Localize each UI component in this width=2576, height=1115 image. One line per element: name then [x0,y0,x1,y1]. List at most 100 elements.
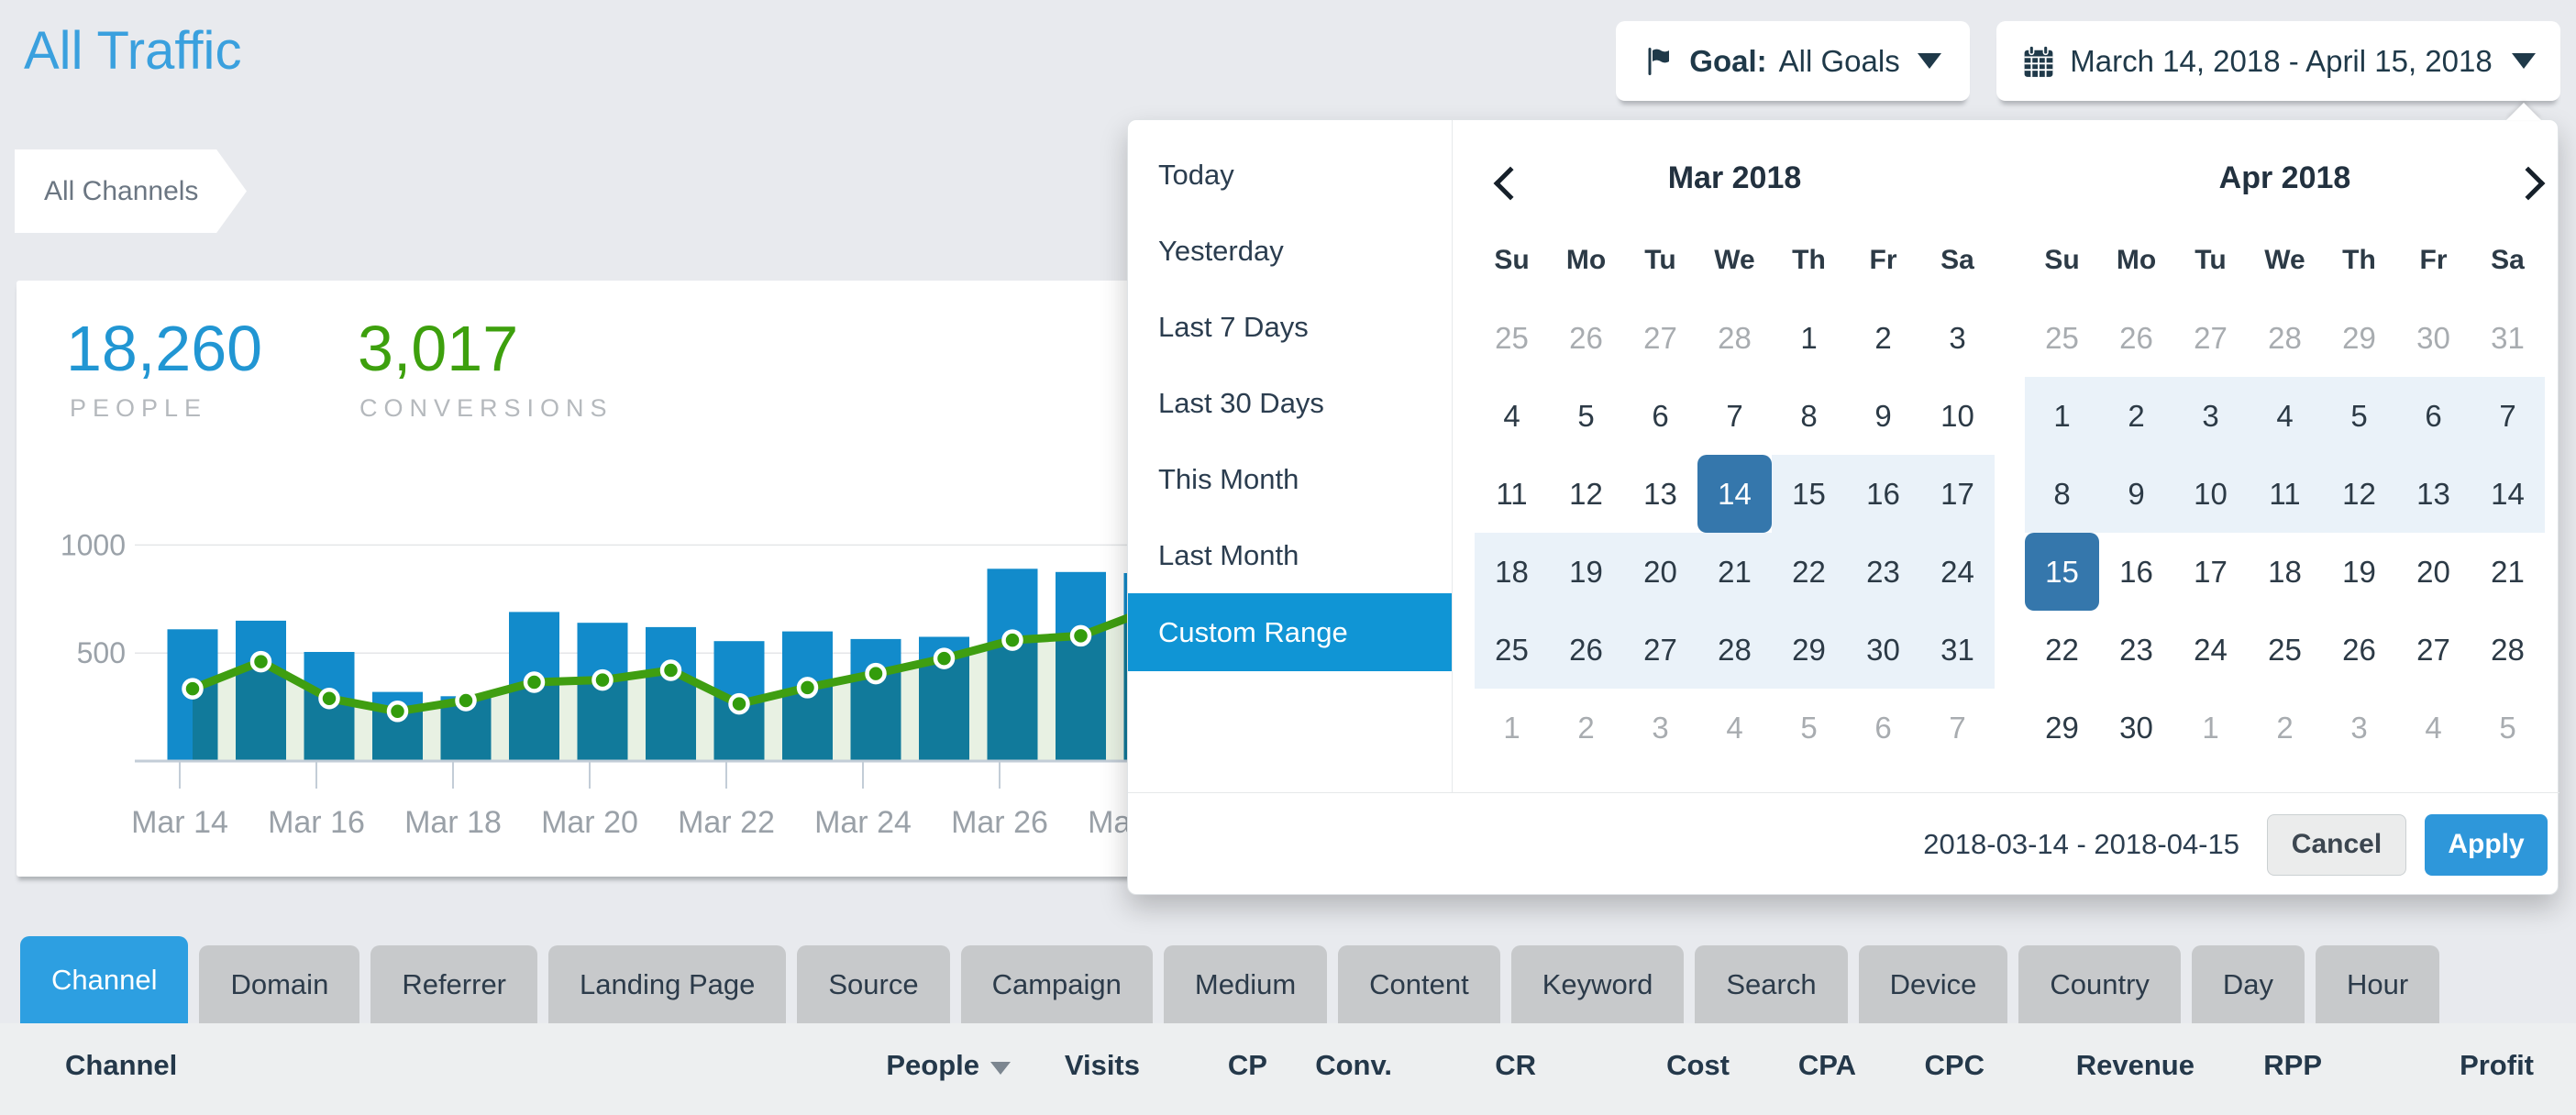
tab-domain[interactable]: Domain [199,945,360,1023]
calendar-day[interactable]: 14 [2471,455,2545,533]
calendar-day[interactable]: 4 [2425,710,2442,745]
date-range-button[interactable]: March 14, 2018 - April 15, 2018 [1996,21,2560,101]
tab-day[interactable]: Day [2191,945,2305,1023]
tab-source[interactable]: Source [797,945,950,1023]
calendar-day[interactable]: 22 [2045,632,2079,667]
cancel-button[interactable]: Cancel [2267,813,2406,876]
column-header-cp[interactable]: CP [1227,1049,1267,1081]
calendar-day[interactable]: 3 [2173,377,2248,455]
preset-yesterday[interactable]: Yesterday [1158,234,1284,267]
calendar-day[interactable]: 12 [2322,455,2396,533]
calendar-day[interactable]: 23 [2119,632,2153,667]
calendar-day[interactable]: 25 [1475,611,1549,689]
calendar-day[interactable]: 26 [2119,320,2153,355]
tab-landing-page[interactable]: Landing Page [548,945,787,1023]
calendar-day[interactable]: 27 [2194,320,2228,355]
calendar-day[interactable]: 26 [1549,611,1623,689]
tab-referrer[interactable]: Referrer [370,945,538,1023]
calendar-day[interactable]: 31 [1920,611,1995,689]
calendar-day[interactable]: 7 [1726,398,1743,433]
calendar-day[interactable]: 2 [2276,710,2294,745]
calendar-day[interactable]: 24 [2194,632,2228,667]
tab-channel[interactable]: Channel [20,936,189,1023]
calendar-day[interactable]: 22 [1772,533,1846,611]
calendar-day[interactable]: 18 [2268,554,2302,589]
calendar-day[interactable]: 9 [1874,398,1892,433]
calendar-day[interactable]: 20 [1623,533,1697,611]
calendar-day[interactable]: 21 [2491,554,2525,589]
calendar-day[interactable]: 28 [2268,320,2302,355]
calendar-day[interactable]: 27 [2416,632,2450,667]
calendar-day[interactable]: 3 [1652,710,1669,745]
preset-last-7-days[interactable]: Last 7 Days [1158,310,1309,343]
calendar-day[interactable]: 10 [1940,398,1974,433]
calendar-day[interactable]: 17 [1920,455,1995,533]
calendar-day[interactable]: 5 [1800,710,1818,745]
preset-custom-range[interactable]: Custom Range [1128,593,1452,671]
calendar-day[interactable]: 8 [2025,455,2099,533]
tab-device[interactable]: Device [1858,945,2008,1023]
column-header-channel[interactable]: Channel [65,1049,178,1081]
calendar-day[interactable]: 27 [1643,320,1677,355]
calendar-day-selected[interactable]: 14 [1697,455,1772,533]
calendar-day[interactable]: 23 [1846,533,1920,611]
calendar-day[interactable]: 13 [1643,476,1677,511]
calendar-day[interactable]: 31 [2491,320,2525,355]
calendar-day[interactable]: 17 [2194,554,2228,589]
calendar-day[interactable]: 4 [1726,710,1743,745]
calendar-day[interactable]: 3 [1949,320,1966,355]
calendar-day[interactable]: 25 [2045,320,2079,355]
calendar-day[interactable]: 16 [1846,455,1920,533]
tab-country[interactable]: Country [2018,945,2181,1023]
preset-this-month[interactable]: This Month [1158,462,1299,495]
calendar-day[interactable]: 26 [1569,320,1603,355]
calendar-day[interactable]: 20 [2416,554,2450,589]
calendar-day[interactable]: 9 [2099,455,2173,533]
preset-last-30-days[interactable]: Last 30 Days [1158,386,1324,419]
calendar-day[interactable]: 7 [1949,710,1966,745]
column-header-rpp[interactable]: RPP [2263,1049,2322,1081]
calendar-day[interactable]: 28 [1697,611,1772,689]
column-header-conv[interactable]: Conv. [1315,1049,1392,1081]
tab-content[interactable]: Content [1338,945,1500,1023]
calendar-day[interactable]: 6 [1652,398,1669,433]
tab-search[interactable]: Search [1695,945,1848,1023]
tab-keyword[interactable]: Keyword [1510,945,1685,1023]
calendar-day[interactable]: 1 [1800,320,1818,355]
calendar-day[interactable]: 11 [2248,455,2322,533]
calendar-day[interactable]: 16 [2119,554,2153,589]
calendar-day[interactable]: 11 [1496,476,1528,511]
calendar-day[interactable]: 5 [2499,710,2516,745]
calendar-day[interactable]: 3 [2350,710,2368,745]
column-header-cost[interactable]: Cost [1666,1049,1730,1081]
calendar-day-selected[interactable]: 15 [2025,533,2099,611]
calendar-day[interactable]: 8 [1800,398,1818,433]
calendar-day[interactable]: 19 [1549,533,1623,611]
calendar-day[interactable]: 6 [1874,710,1892,745]
calendar-day[interactable]: 29 [2342,320,2376,355]
calendar-day[interactable]: 30 [2119,710,2153,745]
preset-last-month[interactable]: Last Month [1158,538,1299,571]
calendar-day[interactable]: 5 [1577,398,1595,433]
calendar-day[interactable]: 30 [2416,320,2450,355]
calendar-day[interactable]: 1 [1503,710,1520,745]
calendar-day[interactable]: 25 [2268,632,2302,667]
calendar-day[interactable]: 19 [2342,554,2376,589]
calendar-day[interactable]: 7 [2471,377,2545,455]
goal-selector-button[interactable]: Goal: All Goals [1616,21,1970,101]
calendar-day[interactable]: 10 [2173,455,2248,533]
column-header-profit[interactable]: Profit [2460,1049,2534,1081]
calendar-day[interactable]: 15 [1772,455,1846,533]
calendar-day[interactable]: 28 [2491,632,2525,667]
apply-button[interactable]: Apply [2425,813,2548,876]
calendar-day[interactable]: 2 [1874,320,1892,355]
calendar-day[interactable]: 1 [2025,377,2099,455]
calendar-day[interactable]: 27 [1623,611,1697,689]
calendar-day[interactable]: 26 [2342,632,2376,667]
calendar-day[interactable]: 13 [2396,455,2471,533]
calendar-day[interactable]: 29 [1772,611,1846,689]
calendar-day[interactable]: 18 [1475,533,1549,611]
column-header-cr[interactable]: CR [1495,1049,1536,1081]
column-header-cpa[interactable]: CPA [1797,1049,1856,1081]
calendar-day[interactable]: 29 [2045,710,2079,745]
